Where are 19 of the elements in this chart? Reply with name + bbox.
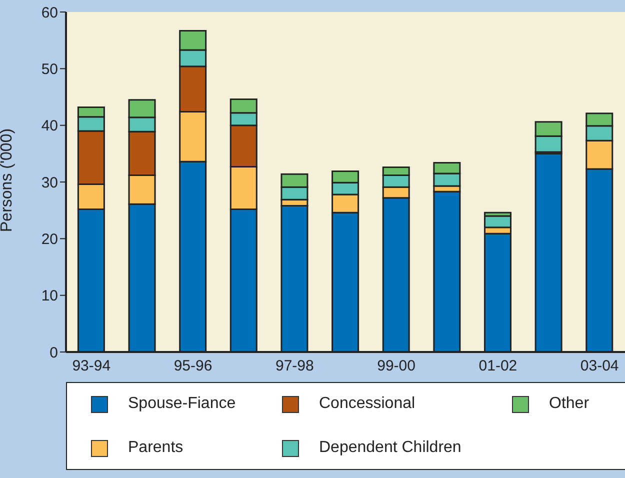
x-tick-label: 95-96 [174, 358, 212, 375]
y-tick-label: 40 [41, 118, 58, 135]
y-tick-label: 50 [41, 60, 58, 78]
y-tick-label: 10 [41, 288, 58, 305]
y-tick-label: 20 [41, 230, 58, 248]
legend-label: Spouse-Fiance [128, 395, 236, 413]
legend-label: Parents [128, 439, 184, 457]
y-tick-label: 60 [41, 4, 58, 22]
x-tick-label: 03-04 [580, 358, 619, 375]
y-tick-label: 30 [41, 174, 58, 192]
x-tick-label: 01-02 [478, 358, 518, 375]
x-tick-label: 97-98 [275, 358, 314, 375]
y-tick-label: 0 [50, 344, 58, 362]
legend-label: Other [549, 395, 590, 413]
x-tick-label: 93-94 [72, 358, 111, 375]
y-axis-title: Persons ('000) [0, 128, 16, 232]
x-tick-label: 99-00 [377, 358, 416, 375]
legend-label: Concessional [319, 395, 416, 413]
legend-label: Dependent Children [319, 439, 462, 457]
